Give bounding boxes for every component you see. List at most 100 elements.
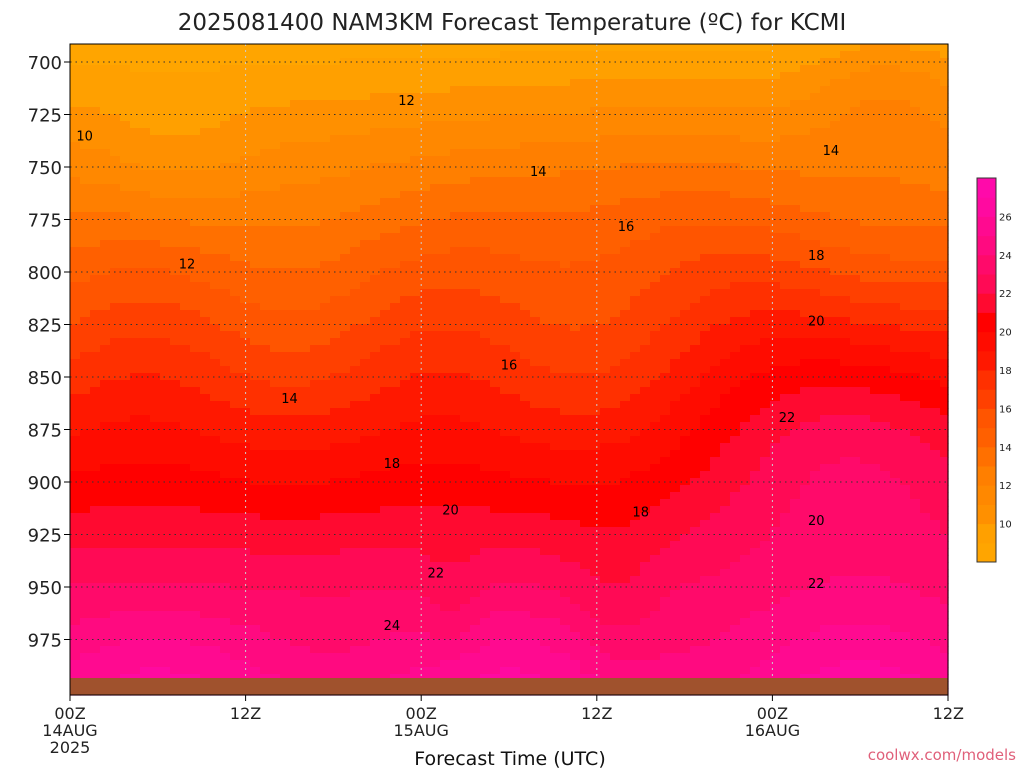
field-cell bbox=[460, 163, 471, 171]
field-cell bbox=[150, 331, 161, 339]
field-cell bbox=[460, 604, 471, 612]
field-cell bbox=[420, 289, 431, 297]
field-cell bbox=[480, 184, 491, 192]
field-cell bbox=[590, 65, 601, 73]
field-cell bbox=[320, 100, 331, 108]
field-cell bbox=[550, 394, 561, 402]
field-cell bbox=[250, 86, 261, 94]
field-cell bbox=[370, 93, 381, 101]
field-cell bbox=[450, 625, 461, 633]
field-cell bbox=[350, 177, 361, 185]
field-cell bbox=[420, 478, 431, 486]
field-cell bbox=[460, 58, 471, 66]
field-cell bbox=[320, 660, 331, 668]
field-cell bbox=[540, 72, 551, 80]
field-cell bbox=[160, 562, 171, 570]
field-cell bbox=[480, 604, 491, 612]
field-cell bbox=[300, 604, 311, 612]
field-cell bbox=[590, 240, 601, 248]
field-cell bbox=[440, 576, 451, 584]
field-cell bbox=[340, 86, 351, 94]
field-cell bbox=[460, 408, 471, 416]
field-cell bbox=[290, 275, 301, 283]
field-cell bbox=[180, 352, 191, 360]
field-cell bbox=[590, 149, 601, 157]
field-cell bbox=[420, 506, 431, 514]
field-cell bbox=[120, 485, 131, 493]
field-cell bbox=[260, 135, 271, 143]
field-cell bbox=[390, 121, 401, 129]
field-cell bbox=[230, 555, 241, 563]
field-cell bbox=[180, 261, 191, 269]
field-cell bbox=[500, 513, 511, 521]
field-cell bbox=[550, 492, 561, 500]
field-cell bbox=[420, 303, 431, 311]
field-cell bbox=[420, 331, 431, 339]
field-cell bbox=[160, 240, 171, 248]
field-cell bbox=[180, 541, 191, 549]
field-cell bbox=[280, 51, 291, 59]
field-cell bbox=[120, 114, 131, 122]
field-cell bbox=[370, 359, 381, 367]
field-cell bbox=[550, 93, 561, 101]
field-cell bbox=[490, 303, 501, 311]
field-cell bbox=[120, 212, 131, 220]
field-cell bbox=[150, 149, 161, 157]
field-cell bbox=[600, 268, 611, 276]
field-cell bbox=[250, 289, 261, 297]
field-cell bbox=[540, 555, 551, 563]
field-cell bbox=[230, 429, 241, 437]
field-cell bbox=[570, 317, 581, 325]
field-cell bbox=[570, 513, 581, 521]
field-cell bbox=[280, 317, 291, 325]
field-cell bbox=[330, 170, 341, 178]
field-cell bbox=[570, 667, 581, 675]
field-cell bbox=[210, 58, 221, 66]
field-cell bbox=[580, 387, 591, 395]
field-cell bbox=[550, 660, 561, 668]
field-cell bbox=[370, 597, 381, 605]
field-cell bbox=[460, 296, 471, 304]
field-cell bbox=[340, 408, 351, 416]
field-cell bbox=[460, 247, 471, 255]
field-cell bbox=[560, 639, 571, 647]
field-cell bbox=[150, 541, 161, 549]
field-cell bbox=[480, 555, 491, 563]
field-cell bbox=[190, 163, 201, 171]
field-cell bbox=[310, 359, 321, 367]
field-cell bbox=[180, 254, 191, 262]
field-cell bbox=[420, 548, 431, 556]
field-cell bbox=[180, 184, 191, 192]
field-cell bbox=[240, 261, 251, 269]
field-cell bbox=[420, 450, 431, 458]
field-cell bbox=[270, 499, 281, 507]
field-cell bbox=[310, 513, 321, 521]
field-cell bbox=[570, 562, 581, 570]
field-cell bbox=[440, 436, 451, 444]
field-cell bbox=[440, 513, 451, 521]
field-cell bbox=[160, 632, 171, 640]
field-cell bbox=[150, 177, 161, 185]
field-cell bbox=[280, 506, 291, 514]
field-cell bbox=[420, 674, 431, 682]
field-cell bbox=[570, 576, 581, 584]
field-cell bbox=[510, 44, 521, 52]
field-cell bbox=[250, 583, 261, 591]
field-cell bbox=[230, 632, 241, 640]
field-cell bbox=[100, 58, 111, 66]
field-cell bbox=[150, 611, 161, 619]
field-cell bbox=[300, 191, 311, 199]
field-cell bbox=[70, 387, 81, 395]
field-cell bbox=[80, 443, 91, 451]
field-cell bbox=[490, 618, 501, 626]
field-cell bbox=[270, 240, 281, 248]
field-cell bbox=[370, 527, 381, 535]
field-cell bbox=[210, 240, 221, 248]
field-cell bbox=[420, 128, 431, 136]
field-cell bbox=[360, 254, 371, 262]
field-cell bbox=[80, 674, 91, 682]
field-cell bbox=[160, 107, 171, 115]
field-cell bbox=[180, 338, 191, 346]
field-cell bbox=[570, 338, 581, 346]
field-cell bbox=[210, 296, 221, 304]
